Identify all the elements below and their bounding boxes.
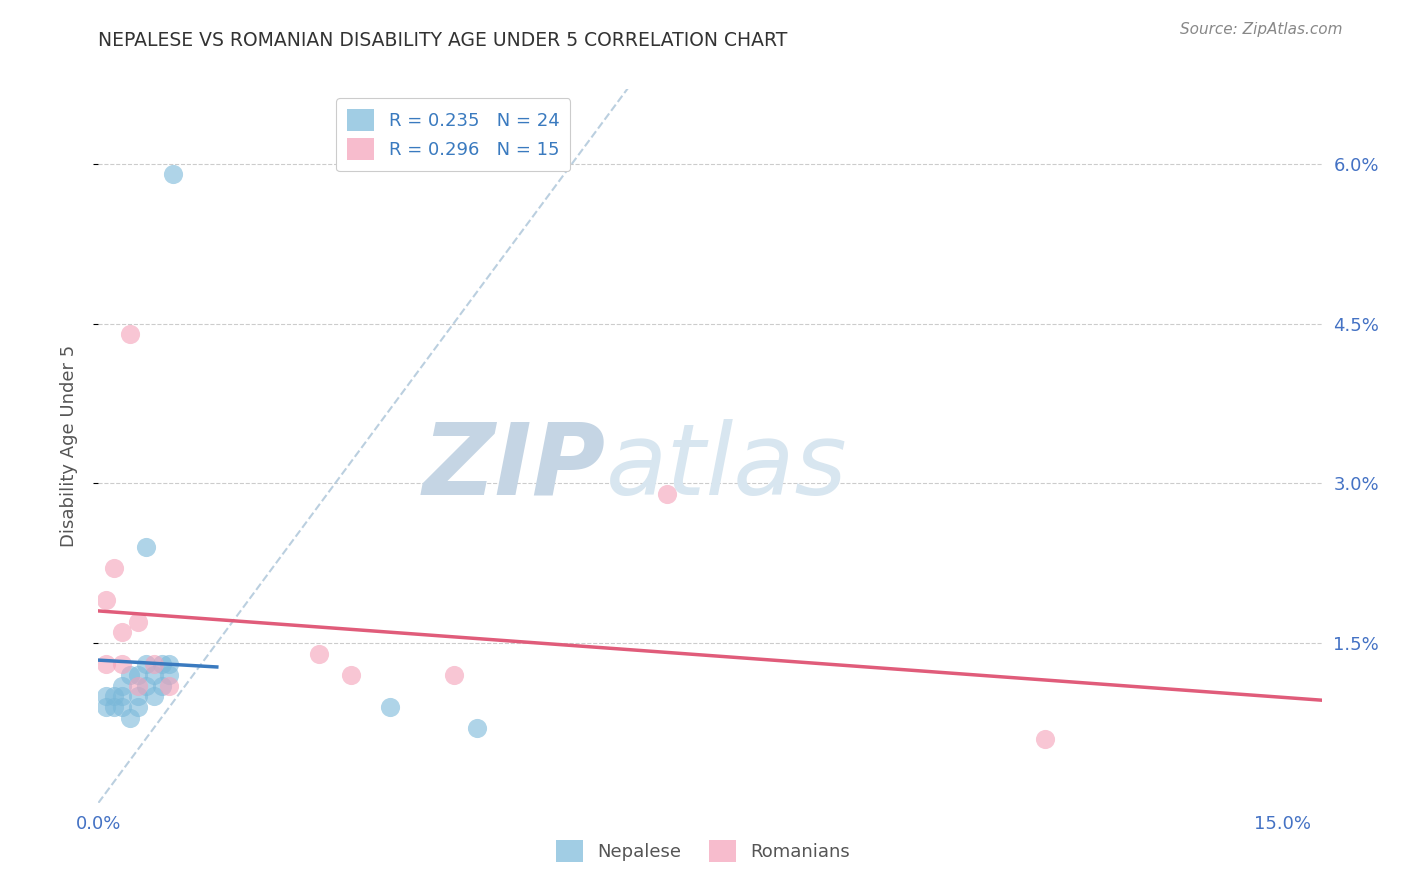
Point	[135, 679, 157, 693]
Point	[103, 690, 125, 704]
Point	[96, 657, 118, 672]
Point	[127, 700, 149, 714]
Point	[111, 690, 134, 704]
Point	[118, 710, 141, 724]
Point	[340, 668, 363, 682]
Point	[96, 593, 118, 607]
Text: ZIP: ZIP	[423, 419, 606, 516]
Point	[159, 668, 181, 682]
Point	[150, 679, 173, 693]
Text: atlas: atlas	[606, 419, 848, 516]
Legend: R = 0.235   N = 24, R = 0.296   N = 15: R = 0.235 N = 24, R = 0.296 N = 15	[336, 98, 569, 171]
Point	[127, 690, 149, 704]
Point	[162, 168, 184, 182]
Point	[135, 657, 157, 672]
Point	[96, 700, 118, 714]
Point	[111, 625, 134, 640]
Point	[142, 690, 165, 704]
Point	[465, 721, 488, 735]
Point	[118, 327, 141, 342]
Point	[118, 668, 141, 682]
Point	[159, 679, 181, 693]
Point	[103, 700, 125, 714]
Point	[1035, 731, 1057, 746]
Point	[111, 657, 134, 672]
Point	[111, 700, 134, 714]
Point	[142, 657, 165, 672]
Point	[308, 647, 330, 661]
Point	[96, 690, 118, 704]
Point	[443, 668, 465, 682]
Text: Source: ZipAtlas.com: Source: ZipAtlas.com	[1180, 22, 1343, 37]
Point	[380, 700, 402, 714]
Point	[103, 561, 125, 575]
Point	[127, 668, 149, 682]
Point	[159, 657, 181, 672]
Point	[655, 487, 678, 501]
Text: NEPALESE VS ROMANIAN DISABILITY AGE UNDER 5 CORRELATION CHART: NEPALESE VS ROMANIAN DISABILITY AGE UNDE…	[98, 31, 787, 50]
Y-axis label: Disability Age Under 5: Disability Age Under 5	[59, 345, 77, 547]
Point	[111, 679, 134, 693]
Legend: Nepalese, Romanians: Nepalese, Romanians	[548, 833, 858, 870]
Point	[135, 540, 157, 554]
Point	[127, 615, 149, 629]
Point	[127, 679, 149, 693]
Point	[150, 657, 173, 672]
Point	[142, 668, 165, 682]
